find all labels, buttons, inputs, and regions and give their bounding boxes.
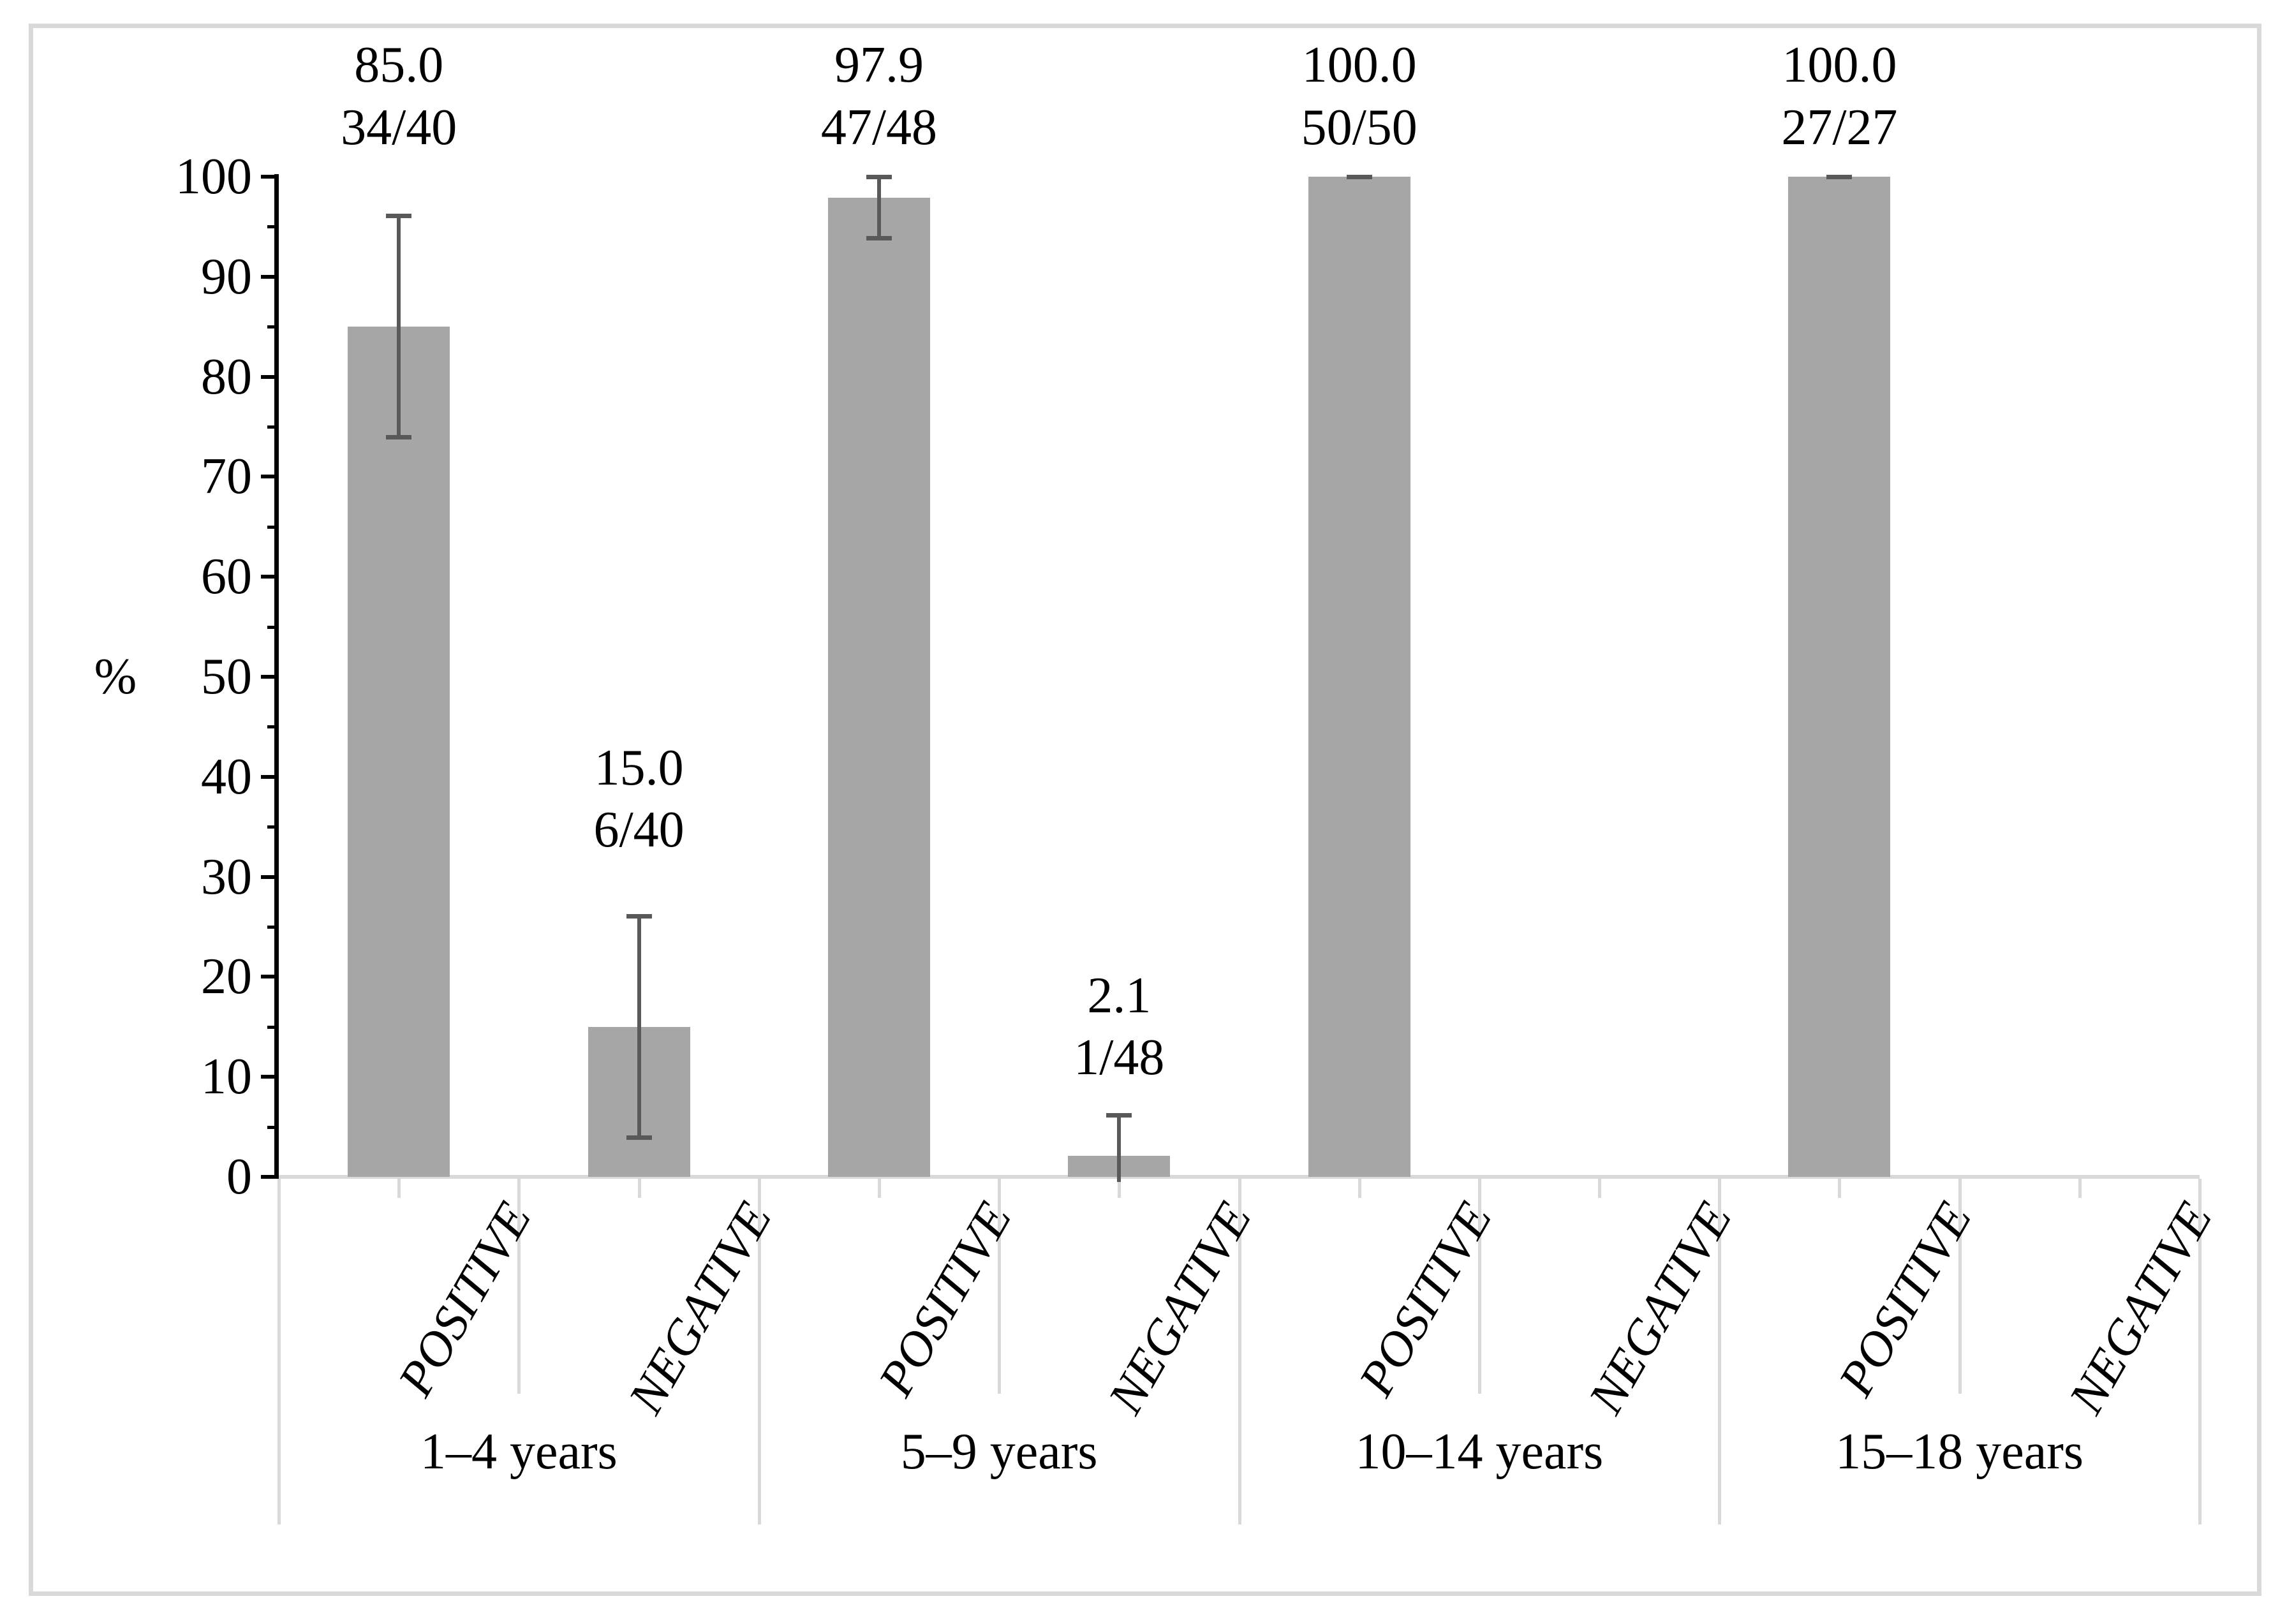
error-bar-cap-top [626, 913, 652, 919]
y-minor-tick [267, 625, 279, 629]
y-minor-tick [267, 325, 279, 329]
data-label-fraction: 1/48 [1074, 1029, 1165, 1086]
group-separator [278, 1179, 281, 1524]
category-tick [1118, 1179, 1121, 1198]
category-tick [397, 1179, 401, 1198]
data-label-value: 97.9 [834, 37, 924, 93]
group-label: 10–14 years [1355, 1424, 1604, 1480]
category-tick [1598, 1179, 1602, 1198]
y-tick-label: 80 [201, 348, 252, 405]
category-tick [637, 1179, 641, 1198]
group-label: 5–9 years [900, 1424, 1098, 1480]
y-major-tick [261, 274, 279, 279]
y-axis-title: % [94, 649, 137, 705]
y-major-tick [261, 175, 279, 179]
data-label-value: 2.1 [1087, 967, 1151, 1024]
y-major-tick [261, 575, 279, 579]
category-tick [1358, 1179, 1361, 1198]
y-tick-label: 50 [201, 649, 252, 705]
cell-separator [517, 1179, 521, 1394]
y-minor-tick [267, 926, 279, 929]
category-tick [1838, 1179, 1842, 1198]
error-bar-cap-top [1826, 175, 1853, 179]
error-bar-line [637, 915, 641, 1138]
y-minor-tick [267, 225, 279, 229]
data-label-fraction: 6/40 [593, 801, 685, 858]
category-axis-line [279, 1175, 2200, 1179]
group-separator [1238, 1179, 1241, 1524]
bar [1788, 177, 1891, 1177]
y-minor-tick [267, 1025, 279, 1029]
error-bar-cap-top [1346, 175, 1372, 179]
y-tick-label: 10 [201, 1049, 252, 1105]
y-major-tick [261, 675, 279, 679]
error-bar-cap-bottom [626, 1135, 652, 1140]
y-tick-label: 100 [175, 149, 252, 205]
error-bar-cap-bottom [866, 236, 892, 241]
group-separator [757, 1179, 761, 1524]
y-tick-label: 60 [201, 549, 252, 605]
error-bar-line [877, 177, 881, 239]
y-minor-tick [267, 725, 279, 729]
y-major-tick [261, 374, 279, 379]
y-tick-label: 70 [201, 448, 252, 505]
error-bar-line [1117, 1114, 1121, 1182]
data-label-fraction: 27/27 [1781, 100, 1898, 156]
group-label: 15–18 years [1835, 1424, 2084, 1480]
y-tick-label: 20 [201, 949, 252, 1005]
y-tick-label: 0 [226, 1149, 252, 1205]
data-label-fraction: 50/50 [1301, 100, 1417, 156]
y-major-tick [261, 1075, 279, 1079]
data-label-value: 85.0 [354, 37, 444, 93]
y-tick-label: 40 [201, 748, 252, 805]
y-minor-tick [267, 825, 279, 829]
data-label-value: 100.0 [1301, 37, 1417, 93]
y-tick-label: 90 [201, 248, 252, 305]
y-major-tick [261, 1175, 279, 1179]
cell-separator [1958, 1179, 1962, 1394]
data-label-value: 15.0 [594, 739, 684, 796]
data-label-value: 100.0 [1782, 37, 1897, 93]
error-bar-cap-top [1106, 1112, 1132, 1118]
cell-separator [998, 1179, 1002, 1394]
y-minor-tick [267, 525, 279, 529]
data-label-fraction: 47/48 [820, 100, 938, 156]
y-minor-tick [267, 425, 279, 429]
error-bar-cap-bottom [386, 435, 412, 440]
bar [348, 327, 450, 1177]
error-bar-cap-top [866, 175, 892, 179]
category-tick [2078, 1179, 2082, 1198]
error-bar-cap-top [386, 214, 412, 219]
category-tick [877, 1179, 881, 1198]
group-separator [1718, 1179, 1722, 1524]
group-label: 1–4 years [420, 1424, 618, 1480]
y-major-tick [261, 875, 279, 879]
bar [827, 197, 930, 1177]
error-bar-line [397, 216, 401, 438]
y-major-tick [261, 475, 279, 479]
group-separator [2198, 1179, 2202, 1524]
bar [1308, 177, 1410, 1177]
y-minor-tick [267, 1125, 279, 1129]
y-tick-label: 30 [201, 848, 252, 905]
y-major-tick [261, 975, 279, 979]
y-major-tick [261, 774, 279, 779]
data-label-fraction: 34/40 [341, 100, 457, 156]
cell-separator [1477, 1179, 1481, 1394]
